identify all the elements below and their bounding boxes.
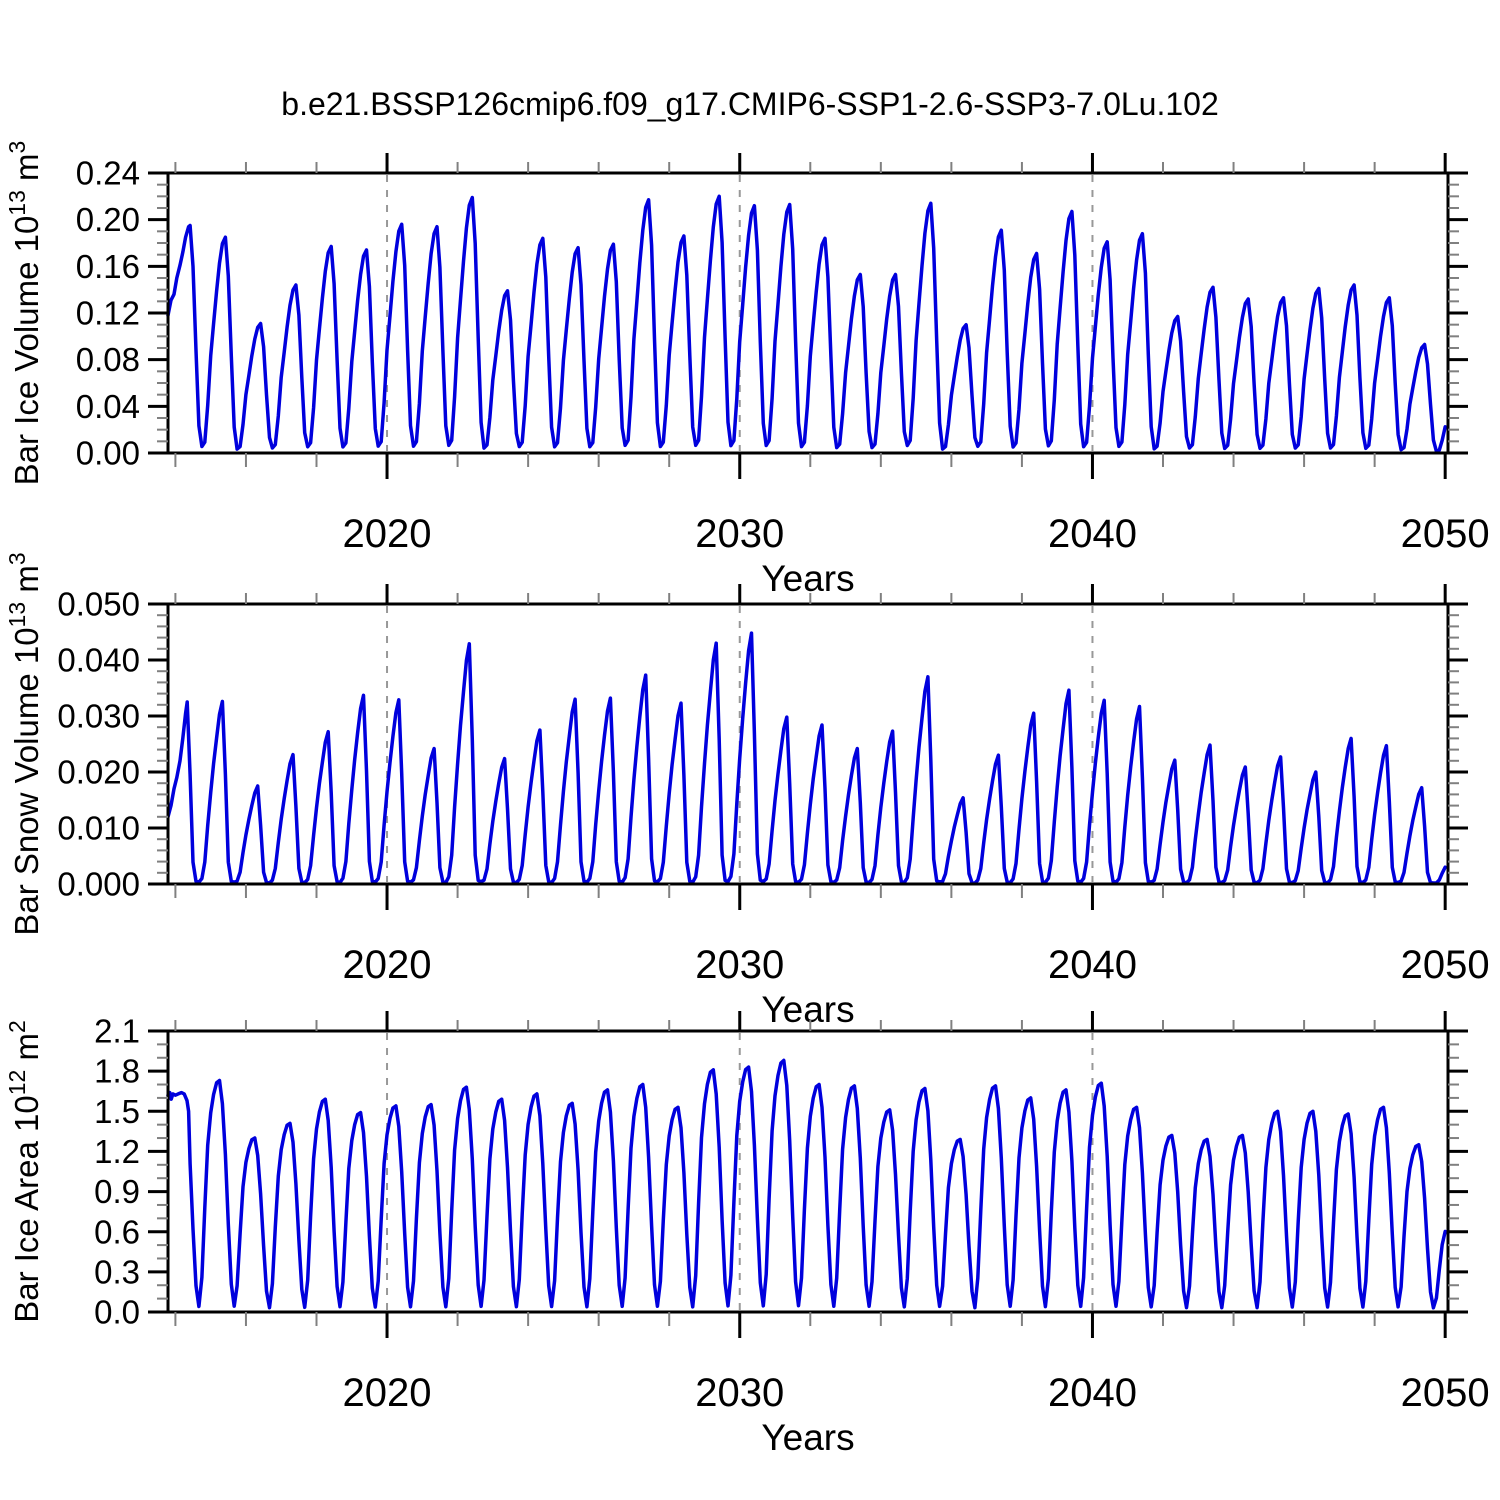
panel-2-xtick-label: 2030 <box>695 943 784 987</box>
panel-2-xtick-label: 2020 <box>343 943 432 987</box>
panel-1-ytick-label: 0.04 <box>76 388 140 425</box>
panel-2-ytick-label: 0.020 <box>57 754 140 791</box>
panel-1-x-axis-title: Years <box>761 558 854 599</box>
panel-3-ytick-label: 2.1 <box>94 1013 140 1050</box>
panel-1-ytick-label: 0.12 <box>76 295 140 332</box>
panel-2-series-line <box>166 631 1447 885</box>
panel-3-y-axis-title: Bar Ice Area 1012 m2 <box>4 1020 45 1323</box>
panel-2-ytick-label: 0.000 <box>57 866 140 903</box>
panel-2-box <box>166 602 1450 886</box>
panel-3-series-line <box>166 1058 1447 1310</box>
panel-2-xtick-label: 2050 <box>1401 943 1490 987</box>
panel-1-ytick-label: 0.00 <box>76 435 140 472</box>
panel-1-ytick-label: 0.08 <box>76 341 140 378</box>
panel-2-ytick-label: 0.050 <box>57 586 140 623</box>
panel-1-xtick-label: 2030 <box>695 512 784 556</box>
panel-3-xtick-label: 2050 <box>1401 1371 1490 1415</box>
panel-1-ytick-label: 0.20 <box>76 201 140 238</box>
panel-3-ytick-label: 1.8 <box>94 1053 140 1090</box>
panel-3-xtick-label: 2040 <box>1048 1371 1137 1415</box>
panel-2-x-axis-title: Years <box>761 989 854 1030</box>
panel-2-y-axis-title: Bar Snow Volume 1013 m3 <box>4 552 45 935</box>
panel-3-ytick-label: 0.9 <box>94 1173 140 1210</box>
panel-1-xtick-label: 2020 <box>343 512 432 556</box>
panel-1-y-axis-title: Bar Ice Volume 1013 m3 <box>4 141 45 486</box>
panel-3-ytick-label: 1.5 <box>94 1093 140 1130</box>
panel-3-xtick-label: 2020 <box>343 1371 432 1415</box>
panel-3-ytick-label: 0.0 <box>94 1294 140 1331</box>
panel-2-ytick-label: 0.010 <box>57 810 140 847</box>
panel-3-ytick-label: 0.3 <box>94 1253 140 1290</box>
panel-2-ytick-label: 0.030 <box>57 698 140 735</box>
panel-1-ytick-label: 0.16 <box>76 248 140 285</box>
chart-title: b.e21.BSSP126cmip6.f09_g17.CMIP6-SSP1-2.… <box>281 86 1219 122</box>
panel-1-series-line <box>166 194 1447 454</box>
panel-3-x-axis-title: Years <box>761 1417 854 1458</box>
panel-3-box <box>166 1029 1450 1314</box>
panel-1-xtick-label: 2040 <box>1048 512 1137 556</box>
panel-3-ytick-label: 0.6 <box>94 1213 140 1250</box>
panel-2-ytick-label: 0.040 <box>57 642 140 679</box>
panel-2-xtick-label: 2040 <box>1048 943 1137 987</box>
panel-3-xtick-label: 2030 <box>695 1371 784 1415</box>
panel-1-xtick-label: 2050 <box>1401 512 1490 556</box>
panel-3-ytick-label: 1.2 <box>94 1133 140 1170</box>
panel-1-ytick-label: 0.24 <box>76 155 140 192</box>
